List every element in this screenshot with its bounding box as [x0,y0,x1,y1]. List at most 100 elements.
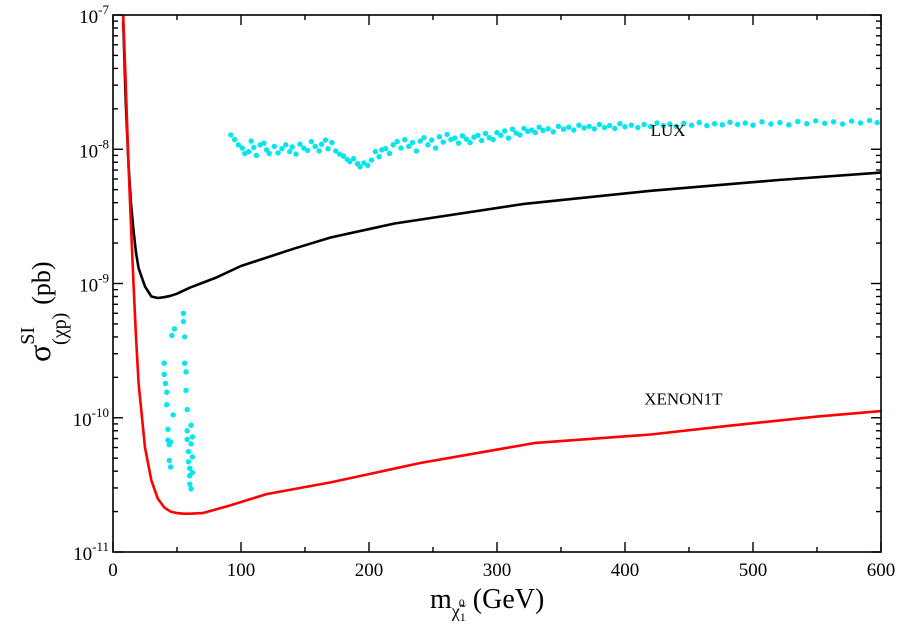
data-point [372,148,379,155]
data-point [425,142,431,148]
data-point [297,141,303,147]
data-point [376,154,382,160]
data-point [436,134,443,140]
x-tick-label: 400 [611,560,640,581]
data-point [386,150,393,157]
data-point [459,133,466,139]
data-point [596,121,603,128]
data-point [704,122,710,129]
data-point [289,144,295,150]
data-point [251,144,257,151]
x-tick-label: 500 [739,560,768,581]
data-point [830,119,837,125]
data-point [719,122,725,128]
y-axis-title-unit: (pb) [27,261,56,304]
data-point [185,448,192,455]
data-point [180,310,187,316]
data-point [571,127,577,133]
data-point [857,120,864,126]
data-point [734,121,741,128]
data-point [275,150,281,156]
data-point [421,135,427,141]
x-axis-title: mχ̃10 (GeV) [430,584,544,624]
data-point [628,122,635,128]
data-point [768,121,774,127]
lux-curve [121,21,881,300]
data-point [228,132,234,138]
data-point [586,123,592,130]
data-point [606,122,613,129]
data-point [490,136,496,143]
data-point [308,138,315,145]
data-point [478,137,485,144]
data-point [170,412,176,418]
data-point [189,469,196,476]
data-point [641,121,647,128]
data-point [617,121,623,127]
x-tick-label: 200 [355,560,384,581]
data-point [550,129,556,135]
data-point [402,136,408,143]
x-tick-label: 0 [108,560,118,581]
data-point [654,120,660,126]
data-point [398,145,404,151]
data-point [304,147,311,154]
x-tick-label: 300 [483,560,512,581]
data-point [187,481,193,487]
data-point [184,406,190,413]
x-axis-title-sub-subscript: 1 [460,610,466,624]
data-point [505,135,512,141]
curves-layer [121,15,881,515]
data-point [187,465,193,471]
data-point [185,459,192,465]
data-point [329,139,335,146]
x-axis-title-superscript: 0 [459,596,465,610]
data-point [591,126,597,132]
data-point [429,137,435,143]
data-point [432,145,439,151]
y-tick-label: 10-11 [73,539,109,565]
data-point [498,132,504,138]
data-point [235,142,242,148]
data-point [786,122,792,128]
data-point [248,138,254,144]
data-point [440,139,446,145]
data-point [180,318,187,325]
data-point [409,139,416,146]
data-point [246,148,252,155]
data-point [239,145,245,151]
data-point [350,156,357,162]
data-point [711,121,718,127]
data-point [517,132,523,138]
y-axis-title: σSI (χp) (pb) [17,261,71,362]
data-point [667,121,673,127]
data-point [494,129,500,136]
data-point [750,122,756,128]
data-point [532,129,539,136]
data-point [183,369,189,375]
data-point [455,140,462,146]
data-point [161,360,167,366]
data-point [301,145,307,151]
data-point [673,123,679,130]
data-point [189,454,196,460]
data-point [839,121,846,127]
data-point [271,143,277,150]
data-point [390,142,396,148]
data-point [555,123,562,130]
data-point [394,138,400,145]
data-point [536,124,542,130]
data-point [162,380,169,387]
data-point [540,127,546,134]
data-point [576,122,582,128]
data-point [279,146,285,152]
data-point [357,164,363,170]
data-point [566,124,572,130]
data-point [165,426,171,432]
data-point [660,122,667,129]
data-point [325,146,331,152]
data-point [467,139,473,146]
data-point [647,123,654,130]
data-point [188,441,194,447]
data-point [340,153,347,159]
